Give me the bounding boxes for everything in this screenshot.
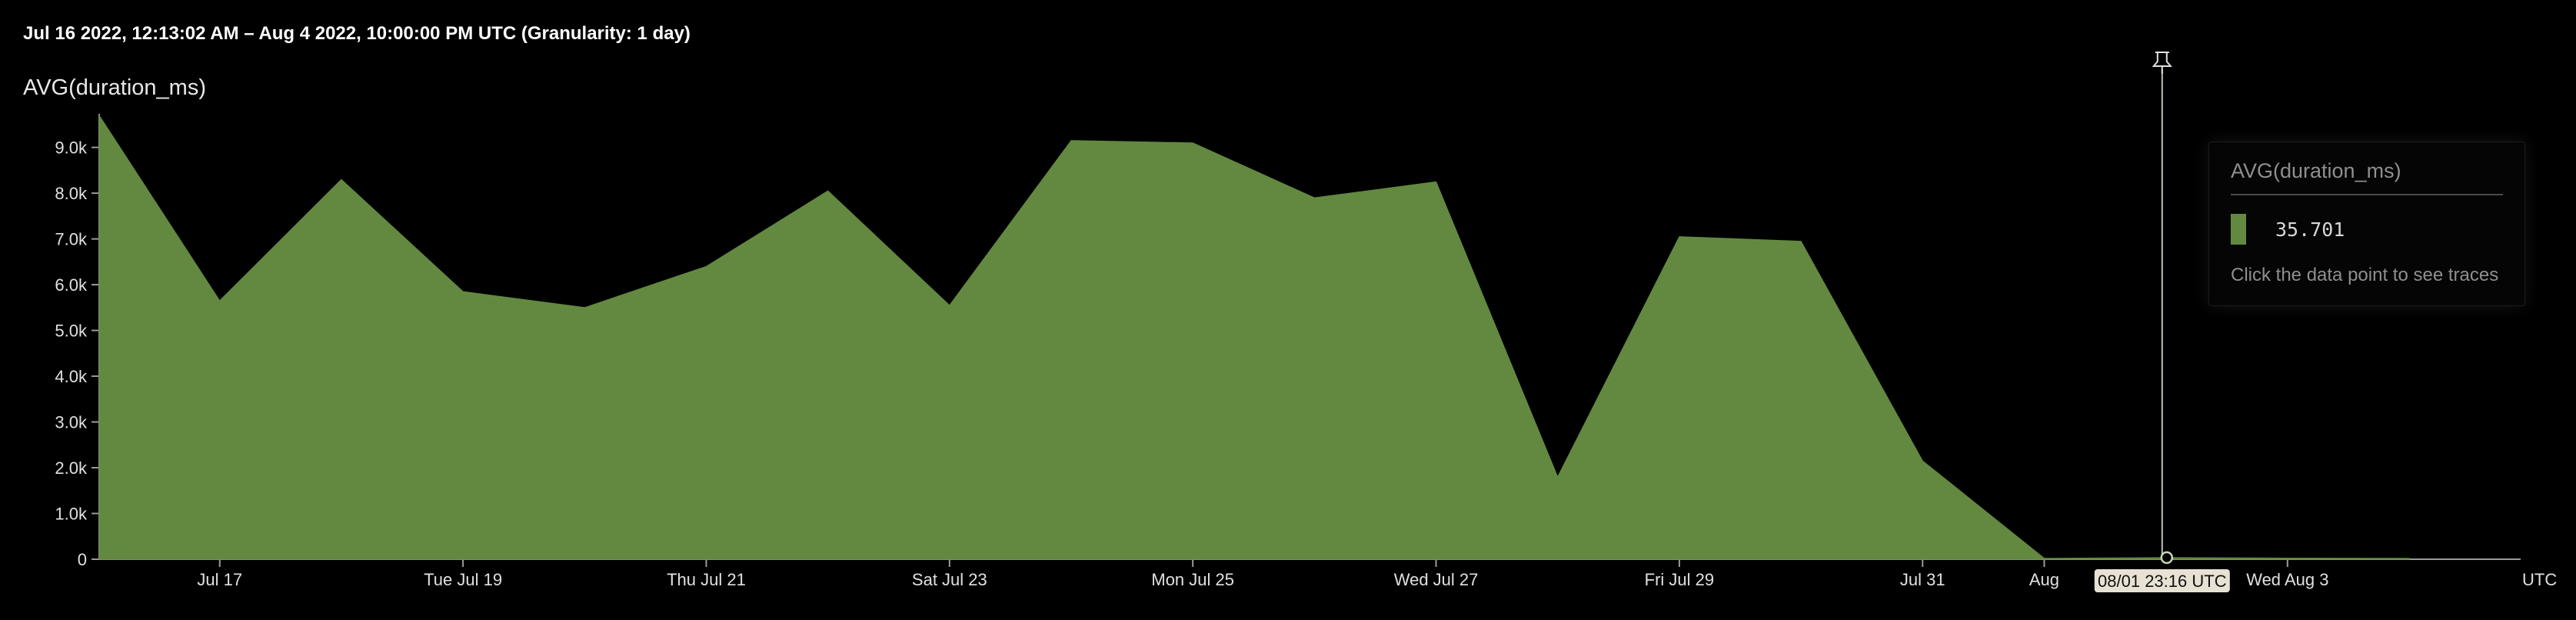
data-point[interactable]: [339, 177, 344, 182]
x-tick-label: Mon Jul 25: [1151, 570, 1234, 589]
x-tick-label: Jul 31: [1900, 570, 1945, 589]
series-color-swatch: [2231, 214, 2246, 245]
data-point[interactable]: [1312, 195, 1316, 200]
data-point[interactable]: [97, 113, 102, 118]
x-tick-label: Sat Jul 23: [912, 570, 987, 589]
series-layer[interactable]: [97, 113, 2411, 561]
x-tick-label: Jul 17: [197, 570, 242, 589]
data-point[interactable]: [1434, 179, 1439, 184]
data-point[interactable]: [2407, 556, 2411, 561]
data-point[interactable]: [1677, 235, 1682, 239]
series-area-0[interactable]: [98, 114, 2410, 560]
x-tick-label: Fri Jul 29: [1645, 570, 1714, 589]
x-tick-label: Wed Jul 27: [1394, 570, 1479, 589]
data-point[interactable]: [2285, 556, 2290, 561]
y-tick-label: 6.0k: [55, 275, 88, 295]
x-tick-label: Tue Jul 19: [424, 570, 502, 589]
y-tick-label: 0: [78, 550, 87, 569]
y-tick-label: 2.0k: [55, 458, 88, 478]
data-point[interactable]: [218, 298, 222, 303]
data-point[interactable]: [582, 305, 587, 310]
tooltip-value-row: 35.701: [2231, 214, 2503, 245]
y-tick-label: 5.0k: [55, 322, 88, 341]
cursor-layer[interactable]: 08/01 23:16 UTC: [2094, 52, 2230, 592]
x-axis-timezone: UTC: [2522, 570, 2557, 589]
data-point[interactable]: [704, 264, 709, 268]
data-point[interactable]: [826, 188, 830, 193]
y-axis: 0 1.0k 2.0k 3.0k 4.0k 5.0k 6.0k 7.0k 8.0k 9.0k: [55, 114, 100, 569]
pin-icon[interactable]: [2152, 52, 2172, 74]
y-tick-label: 9.0k: [55, 138, 88, 158]
chart-title: AVG(duration_ms): [23, 75, 206, 100]
tooltip-series-name: AVG(duration_ms): [2231, 159, 2503, 195]
data-point[interactable]: [1190, 141, 1195, 145]
y-tick-label: 1.0k: [55, 505, 88, 524]
x-tick-label: Wed Aug 3: [2246, 570, 2328, 589]
x-tick-label: Aug: [2029, 570, 2059, 589]
svg-text:08/01 23:16 UTC: 08/01 23:16 UTC: [2098, 572, 2227, 591]
data-point[interactable]: [1920, 458, 1925, 463]
y-tick-label: 4.0k: [55, 367, 88, 386]
data-point[interactable]: [947, 303, 952, 308]
tooltip-hint: Click the data point to see traces: [2231, 265, 2499, 285]
data-point[interactable]: [1556, 475, 1560, 479]
tooltip-value: 35.701: [2275, 218, 2345, 241]
time-range-header: Jul 16 2022, 12:13:02 AM – Aug 4 2022, 1…: [23, 23, 691, 44]
y-tick-label: 3.0k: [55, 413, 88, 432]
data-point[interactable]: [2042, 556, 2047, 561]
data-point[interactable]: [461, 289, 465, 294]
data-point[interactable]: [1799, 239, 1803, 244]
y-tick-label: 7.0k: [55, 230, 88, 249]
x-tick-label: Thu Jul 21: [667, 570, 746, 589]
cursor-time-label: 08/01 23:16 UTC: [2094, 569, 2230, 592]
data-point-tooltip: AVG(duration_ms) 35.701 Click the data p…: [2208, 142, 2525, 306]
y-tick-label: 8.0k: [55, 184, 88, 203]
data-point[interactable]: [1069, 138, 1073, 143]
cursor-data-point[interactable]: [2160, 551, 2174, 565]
